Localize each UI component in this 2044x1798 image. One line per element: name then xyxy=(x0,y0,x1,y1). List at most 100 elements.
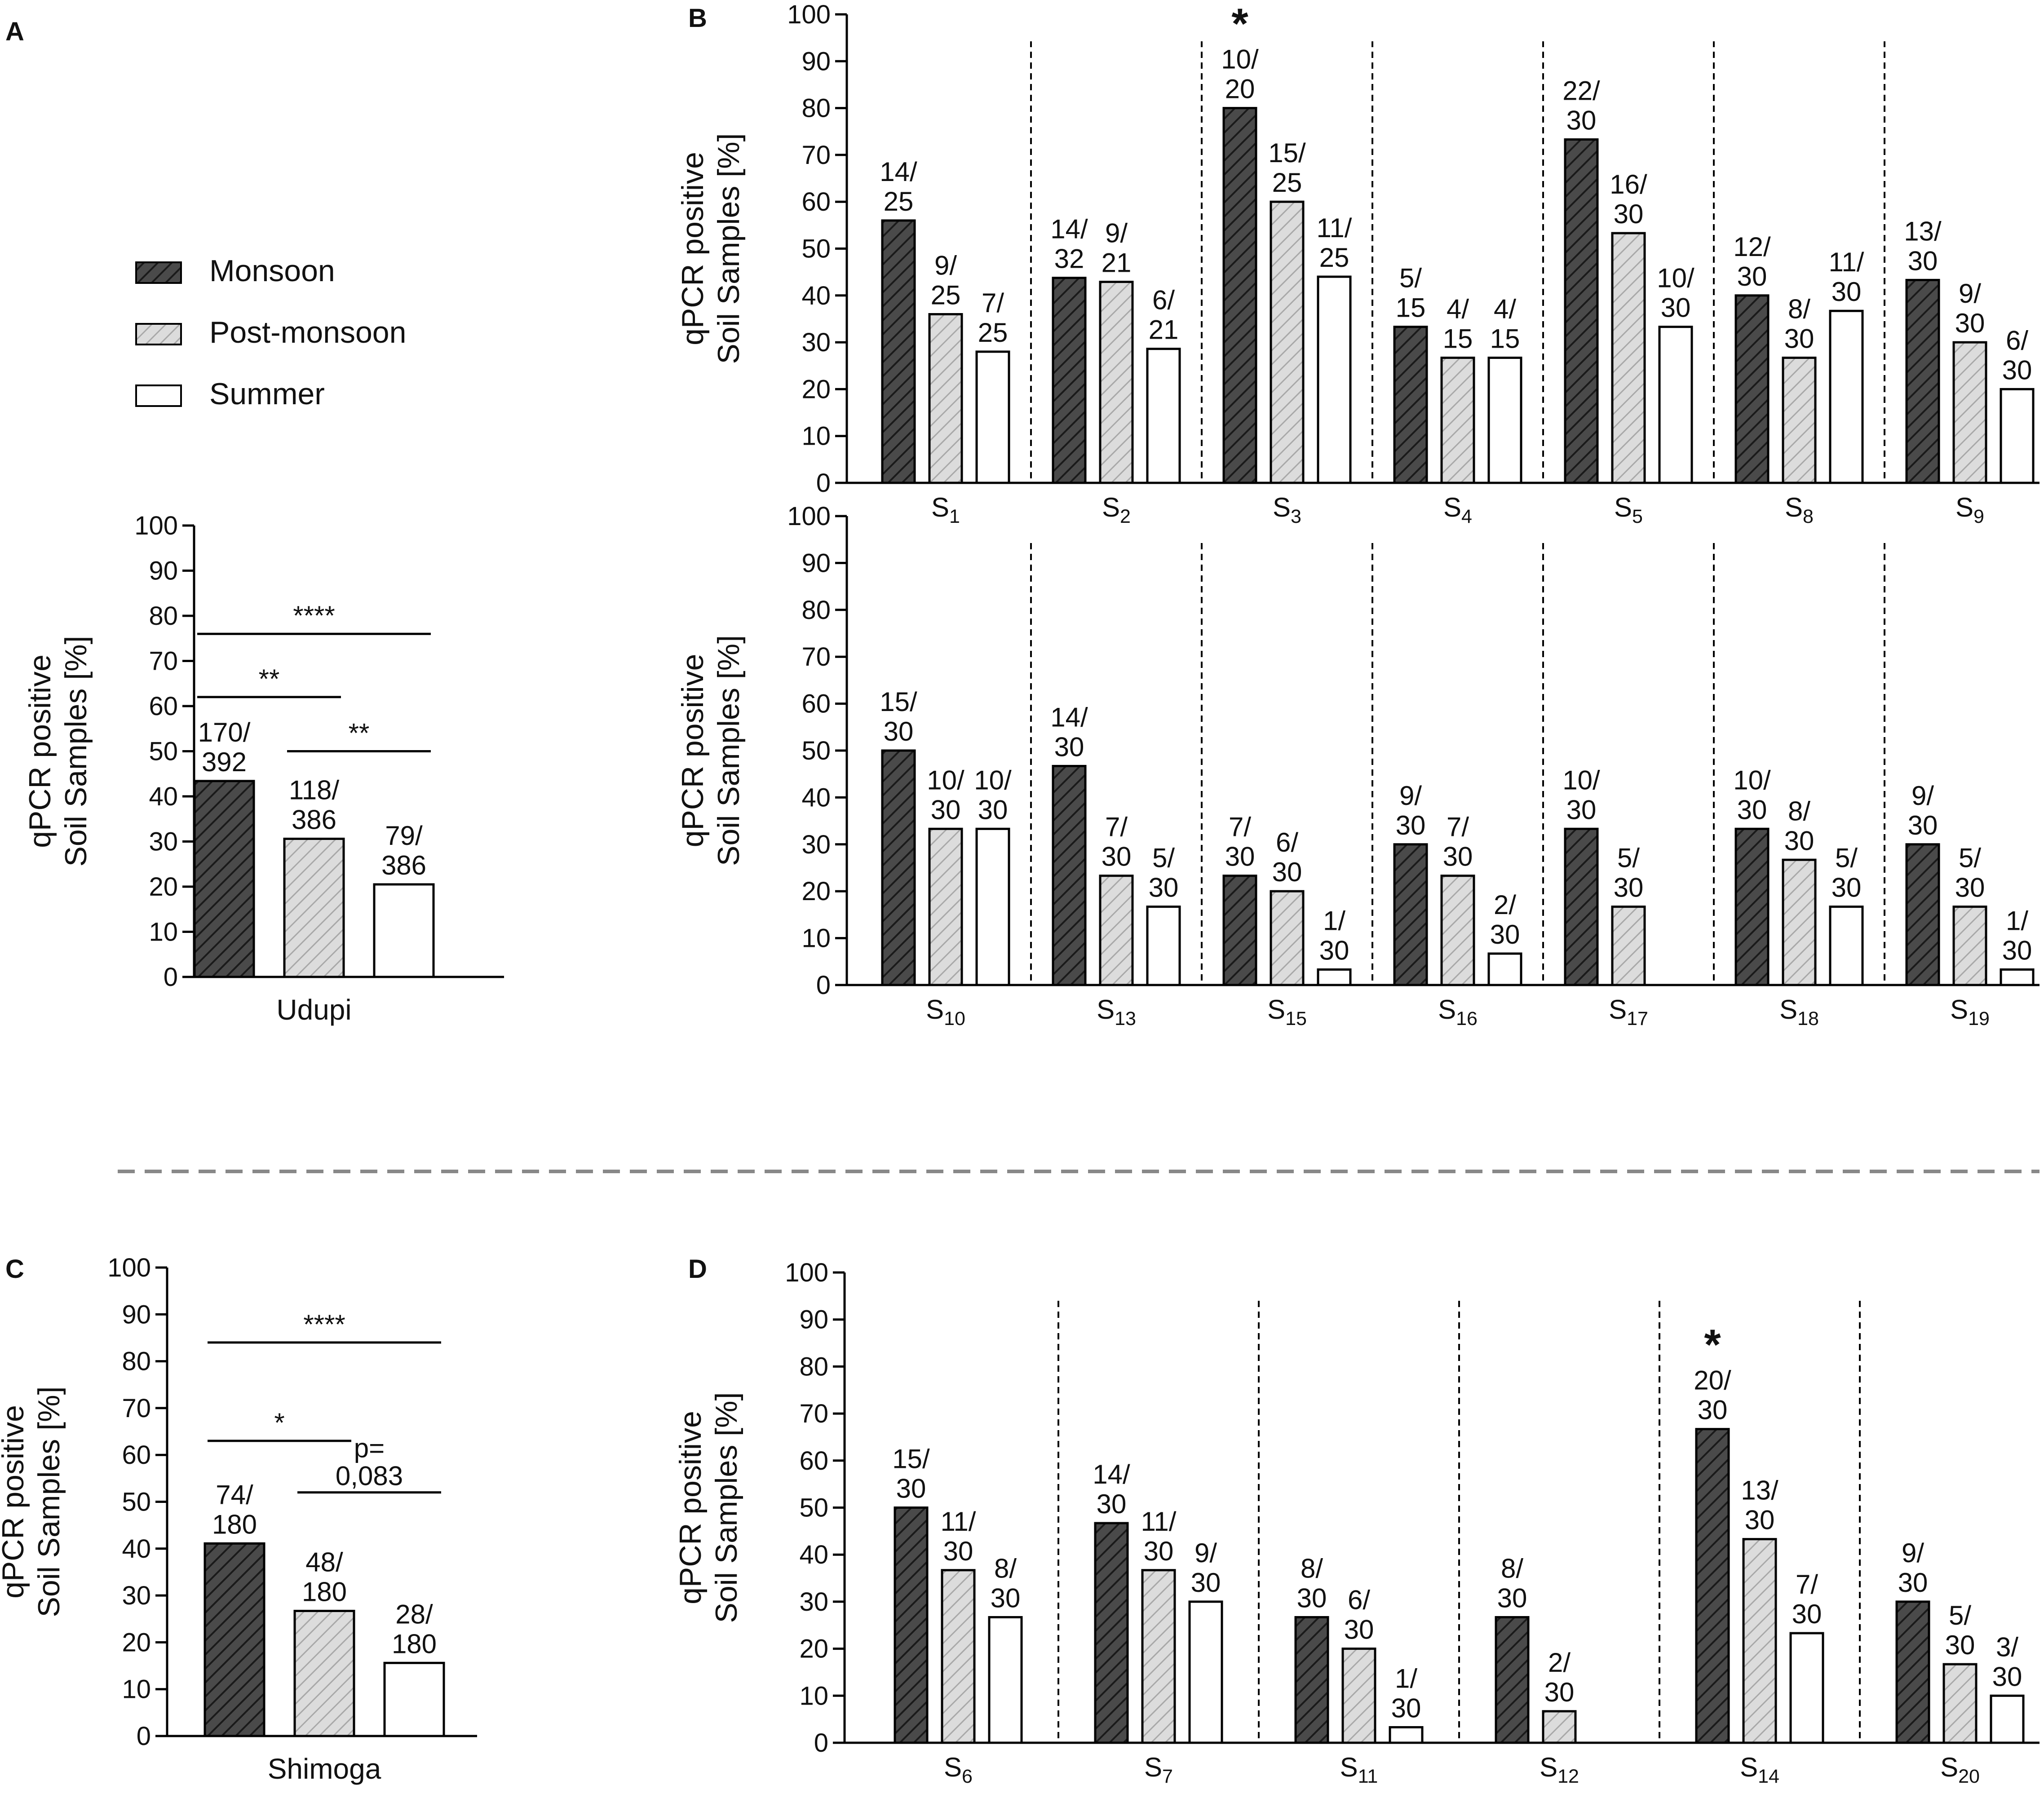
x-category-label-base: S xyxy=(1267,994,1285,1025)
data-label-numerator: 8/ xyxy=(1788,294,1810,324)
data-label-numerator: 11/ xyxy=(1317,213,1352,243)
data-label-numerator: 1/ xyxy=(1395,1663,1417,1693)
data-label-denominator: 30 xyxy=(1319,936,1349,966)
y-tick-label: 100 xyxy=(134,511,178,540)
bar-post-monsoon xyxy=(1099,875,1134,986)
y-tick-label: 90 xyxy=(801,47,831,76)
x-category-label-subscript: 10 xyxy=(944,1008,965,1029)
data-label-numerator: 10/ xyxy=(1562,765,1600,795)
data-label-denominator: 30 xyxy=(1566,795,1597,825)
data-label-denominator: 25 xyxy=(978,318,1008,348)
data-label-denominator: 21 xyxy=(1149,315,1179,345)
y-tick-label: 40 xyxy=(799,1540,828,1569)
data-label-denominator: 20 xyxy=(1225,74,1255,104)
y-tick-label: 70 xyxy=(149,647,178,676)
data-label-numerator: 5/ xyxy=(1835,843,1858,873)
bar-monsoon xyxy=(894,1506,929,1744)
data-label-numerator: 118/ xyxy=(289,775,340,805)
data-label-numerator: 13/ xyxy=(1904,216,1942,246)
x-category-label-base: S xyxy=(944,1752,962,1782)
y-tick-label: 50 xyxy=(801,736,831,765)
data-label-denominator: 30 xyxy=(1297,1583,1327,1613)
data-label-numerator: 11/ xyxy=(941,1506,976,1537)
data-label-denominator: 30 xyxy=(1955,308,1985,338)
panel-letter-C: C xyxy=(5,1255,24,1284)
data-label-denominator: 30 xyxy=(1054,732,1084,762)
bar-summer xyxy=(1990,1694,2025,1744)
legend-label: Monsoon xyxy=(209,254,335,288)
data-label-numerator: 4/ xyxy=(1447,294,1469,324)
bar-summer xyxy=(1829,906,1864,986)
y-tick-label: 40 xyxy=(801,783,831,812)
data-label-numerator: 2/ xyxy=(1548,1648,1571,1678)
data-label-denominator: 30 xyxy=(1191,1568,1221,1598)
significance-label: * xyxy=(274,1408,284,1438)
x-category-label-subscript: 17 xyxy=(1627,1008,1648,1029)
data-label-numerator: 1/ xyxy=(2006,906,2028,936)
y-tick-label: 100 xyxy=(787,502,831,531)
data-label-numerator: 6/ xyxy=(2006,325,2028,355)
data-label-numerator: 10/ xyxy=(927,765,964,795)
data-label-denominator: 30 xyxy=(1614,199,1644,229)
x-category-label: S3 xyxy=(1273,492,1301,527)
data-label-denominator: 30 xyxy=(931,795,961,825)
x-category-label-subscript: 13 xyxy=(1115,1008,1136,1029)
y-axis-label-line2: Soil Samples [%] xyxy=(32,1387,66,1617)
data-label-denominator: 30 xyxy=(1945,1630,1975,1660)
data-label-numerator: 10/ xyxy=(1657,263,1694,293)
bar-post-monsoon xyxy=(1952,341,1987,484)
x-category-label-base: S xyxy=(1956,492,1973,522)
bar-monsoon xyxy=(1393,843,1428,986)
data-label-denominator: 30 xyxy=(1225,842,1255,872)
bar-summer xyxy=(1146,348,1181,484)
bar-post-monsoon xyxy=(1270,200,1305,484)
y-tick-label: 20 xyxy=(122,1628,151,1657)
data-label-denominator: 386 xyxy=(292,804,336,835)
y-tick-label: 50 xyxy=(799,1493,828,1523)
bar-monsoon xyxy=(1393,326,1428,484)
data-label-denominator: 30 xyxy=(1737,795,1767,825)
data-label-denominator: 30 xyxy=(1566,105,1597,135)
data-label-numerator: 9/ xyxy=(1105,218,1128,248)
x-category-label: S15 xyxy=(1267,994,1307,1029)
data-label-denominator: 180 xyxy=(212,1509,257,1539)
significance-star: * xyxy=(1704,1321,1721,1369)
data-label-numerator: 15/ xyxy=(892,1444,930,1474)
bar-post-monsoon xyxy=(941,1569,976,1744)
data-label-numerator: 10/ xyxy=(1221,44,1259,75)
data-label-denominator: 30 xyxy=(1396,810,1426,840)
data-label-numerator: 79/ xyxy=(385,821,423,851)
bar-monsoon xyxy=(1222,107,1257,484)
x-category-label: S13 xyxy=(1097,994,1136,1029)
bar-post-monsoon xyxy=(1782,357,1817,484)
data-label-numerator: 14/ xyxy=(1050,214,1088,244)
x-category-label-base: S xyxy=(1273,492,1291,522)
data-label-numerator: 8/ xyxy=(1501,1553,1523,1583)
x-category-label-base: S xyxy=(1340,1752,1358,1782)
y-axis-label-line2: Soil Samples [%] xyxy=(59,636,93,867)
x-category-label: Udupi xyxy=(276,994,351,1026)
panel-letter-D: D xyxy=(688,1255,707,1284)
x-category-label-base: S xyxy=(1950,994,1968,1025)
data-label-denominator: 180 xyxy=(392,1629,437,1659)
data-label-numerator: 5/ xyxy=(1949,1600,1971,1630)
data-label-denominator: 30 xyxy=(1149,873,1179,903)
y-tick-label: 90 xyxy=(801,548,831,578)
data-label-denominator: 30 xyxy=(1497,1583,1527,1613)
panel-letter-A: A xyxy=(5,17,24,46)
data-label-denominator: 21 xyxy=(1102,248,1132,278)
data-label-denominator: 30 xyxy=(1992,1661,2022,1692)
y-tick-label: 80 xyxy=(122,1347,151,1376)
y-axis-label-line2: Soil Samples [%] xyxy=(712,133,746,364)
bar-post-monsoon xyxy=(1952,906,1987,986)
data-label-denominator: 30 xyxy=(1908,246,1938,276)
data-label-numerator: 11/ xyxy=(1829,247,1864,277)
data-label-numerator: 9/ xyxy=(1902,1538,1924,1568)
y-tick-label: 100 xyxy=(787,0,831,29)
bar-monsoon xyxy=(1052,277,1087,484)
x-category-label-base: S xyxy=(1097,994,1115,1025)
y-tick-label: 0 xyxy=(164,963,178,992)
y-tick-label: 80 xyxy=(801,596,831,625)
x-category-label: S18 xyxy=(1779,994,1819,1029)
